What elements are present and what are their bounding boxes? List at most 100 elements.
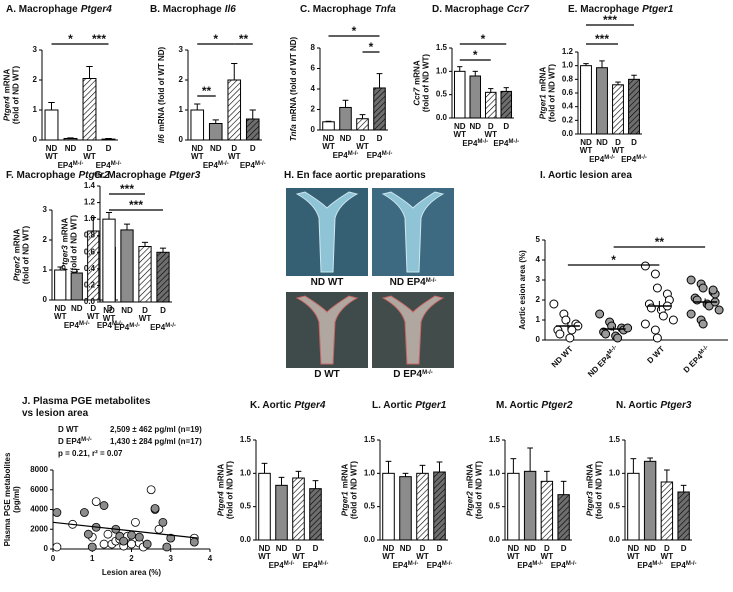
- y-tick-label-part: 0: [43, 295, 48, 304]
- legend-name: D EP4M-/-: [58, 437, 92, 447]
- image-label: ND EP4M-/-: [390, 277, 437, 288]
- bar: [227, 79, 242, 141]
- bar: [120, 229, 134, 303]
- y-tick-label-part: 0.0: [562, 129, 574, 138]
- y-tick-label-part: 0: [44, 544, 49, 553]
- x-tick-label-part: D: [107, 304, 113, 313]
- group-label-part: EP4: [203, 161, 219, 170]
- y-tick-label-part: 3: [43, 205, 48, 214]
- x-tick-label: ND: [644, 544, 656, 553]
- point: [103, 529, 113, 539]
- dot: [640, 261, 650, 271]
- sig-label-part: ***: [595, 32, 609, 46]
- y-tick-label: 0.5: [364, 502, 376, 511]
- x-tick-label-part: D: [503, 122, 509, 131]
- y-label: Ccr7 mRNA (fold of ND WT): [413, 54, 431, 113]
- sig-label-part: *: [369, 40, 374, 54]
- x-tick-label-part: D WT: [541, 544, 554, 561]
- x-tick-label: D: [250, 144, 256, 153]
- y-tick-label-part: 6000: [30, 485, 48, 494]
- y-tick-label-part: 0.4: [562, 102, 574, 111]
- y-label-line-part: mRNA: [413, 60, 422, 85]
- x-tick-label-part: D: [313, 544, 319, 553]
- point: [189, 537, 199, 547]
- y-label-line-part: (fold of ND WT): [595, 461, 604, 520]
- sig-label-part: **: [239, 32, 249, 46]
- y-label-line: Tnfa mRNA (fold of WT ND): [289, 36, 298, 141]
- x-tick-label-part: D WT: [139, 306, 152, 323]
- y-label-line: (fold of ND WT): [70, 215, 79, 274]
- x-tick-label-part: D: [160, 306, 166, 315]
- sig-label: *: [611, 253, 616, 267]
- dot: [650, 269, 660, 279]
- x-tick-label: ND: [65, 144, 77, 153]
- y-tick-label-part: 0.0: [240, 535, 252, 544]
- x-tick-word: WT: [507, 552, 520, 561]
- y-tick-label: 3: [33, 45, 38, 54]
- group-label-part: M-/-: [218, 161, 229, 167]
- group-label-part: M-/-: [129, 323, 140, 329]
- x-tick-label: 0: [51, 554, 56, 563]
- x-tick-label: D EP4M-/-: [681, 344, 712, 375]
- y-tick-label-part: 1.0: [489, 468, 501, 477]
- x-tick-label-part: D: [631, 138, 637, 147]
- sig-label: **: [202, 84, 212, 98]
- y-tick-label: 4000: [30, 505, 48, 514]
- group-label-part: M-/-: [686, 561, 697, 567]
- y-tick-label: 2: [536, 295, 541, 304]
- y-tick-label-part: 1.5: [364, 435, 376, 444]
- group-label: EP4M-/-: [671, 561, 697, 571]
- x-tick-word: WT: [45, 152, 58, 161]
- dot: [601, 329, 611, 339]
- y-label: Ptger3 mRNA (fold of ND WT): [61, 215, 79, 274]
- bar: [208, 123, 223, 141]
- dot: [668, 315, 678, 325]
- x-tick-label: D WT: [541, 544, 554, 561]
- y-label-line-part: Il6: [157, 134, 166, 143]
- x-tick-label: ND WT: [382, 544, 395, 561]
- y-tick-label: 2: [43, 235, 48, 244]
- point: [158, 517, 168, 527]
- point: [91, 497, 101, 507]
- x-tick-word: WT: [83, 152, 96, 161]
- bar: [557, 494, 570, 541]
- y-label-line: Il6 mRNA (fold of WT ND): [157, 46, 166, 143]
- y-label-line-part: (fold of ND WT): [226, 461, 235, 520]
- panel-title-part: Ptger4: [294, 400, 326, 411]
- x-tick-label: D: [107, 304, 113, 313]
- y-label: Tnfa mRNA (fold of WT ND): [289, 36, 298, 141]
- annotation-part: p = 0.21, r² = 0.07: [58, 449, 123, 458]
- y-tick-label-part: 4: [536, 255, 541, 264]
- x-tick-label-part: ND WT: [580, 138, 593, 155]
- x-tick-label: ND: [469, 122, 481, 131]
- y-tick-label-part: 1.0: [364, 468, 376, 477]
- y-tick-label-part: 4000: [30, 505, 48, 514]
- y-tick-label: 1.5: [489, 435, 501, 444]
- dot: [623, 323, 633, 333]
- y-tick-label: 3: [536, 275, 541, 284]
- x-tick-label: ND: [524, 544, 536, 553]
- y-tick-label: 2000: [30, 524, 48, 533]
- group-label-part: EP4: [303, 561, 319, 570]
- panel-title-part: K. Aortic: [250, 400, 292, 411]
- sig-label: ***: [129, 198, 143, 212]
- x-tick-word: WT: [87, 312, 100, 321]
- y-tick-label: 0.4: [84, 264, 96, 273]
- y-tick-label: 0.5: [489, 502, 501, 511]
- y-tick-label: 0.0: [489, 535, 501, 544]
- group-label: EP4M-/-: [114, 323, 140, 333]
- image-label: D EP4M-/-: [393, 369, 433, 380]
- y-label: Plasma PGE metabolites: [3, 452, 12, 546]
- bar: [356, 118, 369, 131]
- panel-title-part: E. Macrophage: [568, 4, 640, 15]
- y-label-line-part: mRNA: [13, 229, 22, 254]
- y-tick-label: 0.8: [84, 231, 96, 240]
- y-label-line-part: mRNA: [586, 464, 595, 489]
- x-tick-word: D: [615, 138, 621, 147]
- group-label-part: EP4: [58, 161, 74, 170]
- y-tick-label: 2: [311, 105, 316, 114]
- panel-title-part: Ptger2: [78, 170, 110, 181]
- annotation-part: 2,509 ± 462 pg/ml (n=19): [110, 425, 202, 434]
- y-tick-label: 0.6: [84, 247, 96, 256]
- group-label-part: EP4: [589, 155, 605, 164]
